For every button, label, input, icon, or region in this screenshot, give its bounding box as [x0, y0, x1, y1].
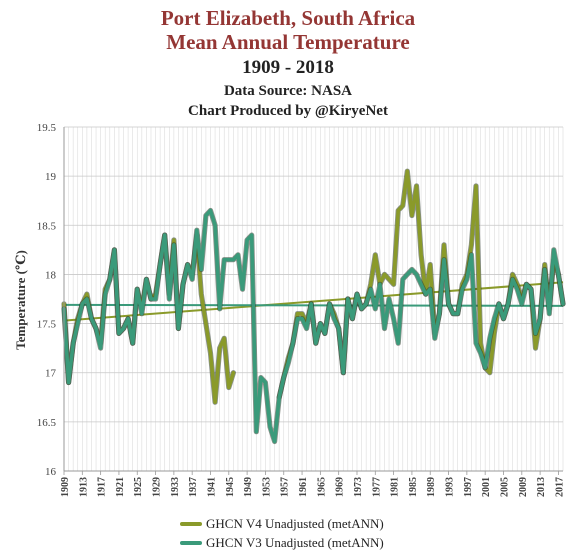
x-tick-label: 1925: [133, 477, 144, 497]
y-tick-label: 16.5: [37, 417, 57, 429]
legend-item-v3: GHCN V3 Unadjusted (metANN): [180, 533, 384, 552]
x-tick-label: 1957: [280, 477, 291, 497]
x-tick-label: 1913: [78, 477, 89, 497]
x-tick-label: 2005: [499, 477, 510, 497]
x-tick-label: 1933: [170, 477, 181, 497]
legend-swatch: [180, 521, 202, 526]
series-line-1: [62, 208, 565, 444]
x-tick-label: 1965: [316, 477, 327, 497]
chart-title-line-1: Port Elizabeth, South Africa: [160, 6, 416, 30]
legend-swatch: [180, 540, 202, 545]
chart-source-line-1: Data Source: NASA: [223, 83, 353, 99]
x-tick-label: 1917: [97, 477, 108, 497]
y-tick-label: 17: [45, 368, 57, 380]
legend-item-v4: GHCN V4 Unadjusted (metANN): [180, 514, 384, 533]
chart-title-line-2: Mean Annual Temperature: [166, 30, 410, 54]
x-tick-label: 1909: [60, 477, 71, 497]
chart-axes: 16 16.5 17 17.5 18 18.5 19 19.5 1909 1913 1917 1921…: [37, 122, 566, 497]
x-tick-label: 1949: [243, 477, 254, 497]
x-tick-label: 1981: [390, 477, 401, 497]
x-tick-label: 2009: [518, 477, 529, 497]
x-tick-label: 2017: [554, 477, 565, 497]
x-tick-label: 1997: [463, 477, 474, 497]
x-tick-label: 1985: [408, 477, 419, 497]
y-tick-label: 17.5: [37, 319, 57, 331]
x-tick-label: 1969: [335, 477, 346, 497]
series-lines: [61, 168, 566, 445]
y-tick-label: 18.5: [37, 220, 57, 232]
y-tick-label: 16: [45, 466, 57, 478]
y-tick-label: 19: [45, 171, 57, 183]
x-tick-label: 1993: [445, 477, 456, 497]
x-tick-label: 1961: [298, 477, 309, 497]
chart-legend: GHCN V4 Unadjusted (metANN) GHCN V3 Unad…: [180, 514, 384, 552]
legend-label: GHCN V4 Unadjusted (metANN): [206, 515, 384, 531]
chart-subtitle: 1909 - 2018: [242, 57, 334, 78]
chart-titles: Port Elizabeth, South Africa Mean Annual…: [0, 6, 576, 120]
y-axis-label: Temperature (℃): [13, 250, 28, 350]
x-tick-label: 1977: [371, 477, 382, 497]
x-tick-label: 1973: [353, 477, 364, 497]
x-tick-label: 1929: [152, 477, 163, 497]
x-tick-label: 1937: [188, 477, 199, 497]
legend-label: GHCN V3 Unadjusted (metANN): [206, 534, 384, 550]
x-tick-label: 1945: [225, 477, 236, 497]
x-tick-label: 1941: [206, 477, 217, 497]
x-tick-label: 2001: [481, 477, 492, 497]
x-tick-label: 1921: [115, 477, 126, 497]
chart-source-line-2: Chart Produced by @KiryeNet: [188, 103, 388, 119]
y-tick-label: 18: [45, 269, 57, 281]
x-tick-label: 2013: [536, 477, 547, 497]
x-tick-label: 1953: [261, 477, 272, 497]
y-tick-label: 19.5: [37, 122, 57, 134]
x-tick-label: 1989: [426, 477, 437, 497]
